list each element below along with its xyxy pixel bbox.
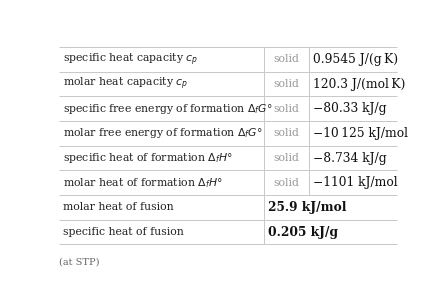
- Text: molar heat of fusion: molar heat of fusion: [63, 203, 174, 213]
- Text: solid: solid: [273, 128, 299, 138]
- Text: molar free energy of formation $\Delta_f G°$: molar free energy of formation $\Delta_f…: [63, 127, 263, 141]
- Text: 25.9 kJ/mol: 25.9 kJ/mol: [268, 201, 346, 214]
- Text: −80.33 kJ/g: −80.33 kJ/g: [313, 102, 387, 115]
- Text: molar heat of formation $\Delta_f H°$: molar heat of formation $\Delta_f H°$: [63, 176, 223, 190]
- Text: solid: solid: [273, 104, 299, 114]
- Text: −1101 kJ/mol: −1101 kJ/mol: [313, 176, 398, 189]
- Text: specific heat of fusion: specific heat of fusion: [63, 227, 184, 237]
- Text: 0.205 kJ/g: 0.205 kJ/g: [268, 226, 338, 239]
- Text: solid: solid: [273, 55, 299, 64]
- Text: solid: solid: [273, 178, 299, 188]
- Text: −10 125 kJ/mol: −10 125 kJ/mol: [313, 127, 409, 140]
- Text: specific heat of formation $\Delta_f H°$: specific heat of formation $\Delta_f H°$: [63, 151, 233, 165]
- Text: (at STP): (at STP): [59, 258, 100, 267]
- Text: specific free energy of formation $\Delta_f G°$: specific free energy of formation $\Delt…: [63, 102, 273, 116]
- Text: 120.3 J/(mol K): 120.3 J/(mol K): [313, 78, 406, 91]
- Text: 0.9545 J/(g K): 0.9545 J/(g K): [313, 53, 398, 66]
- Text: solid: solid: [273, 153, 299, 163]
- Text: molar heat capacity $c_p$: molar heat capacity $c_p$: [63, 76, 189, 92]
- Text: specific heat capacity $c_p$: specific heat capacity $c_p$: [63, 51, 198, 68]
- Text: −8.734 kJ/g: −8.734 kJ/g: [313, 152, 387, 165]
- Text: solid: solid: [273, 79, 299, 89]
